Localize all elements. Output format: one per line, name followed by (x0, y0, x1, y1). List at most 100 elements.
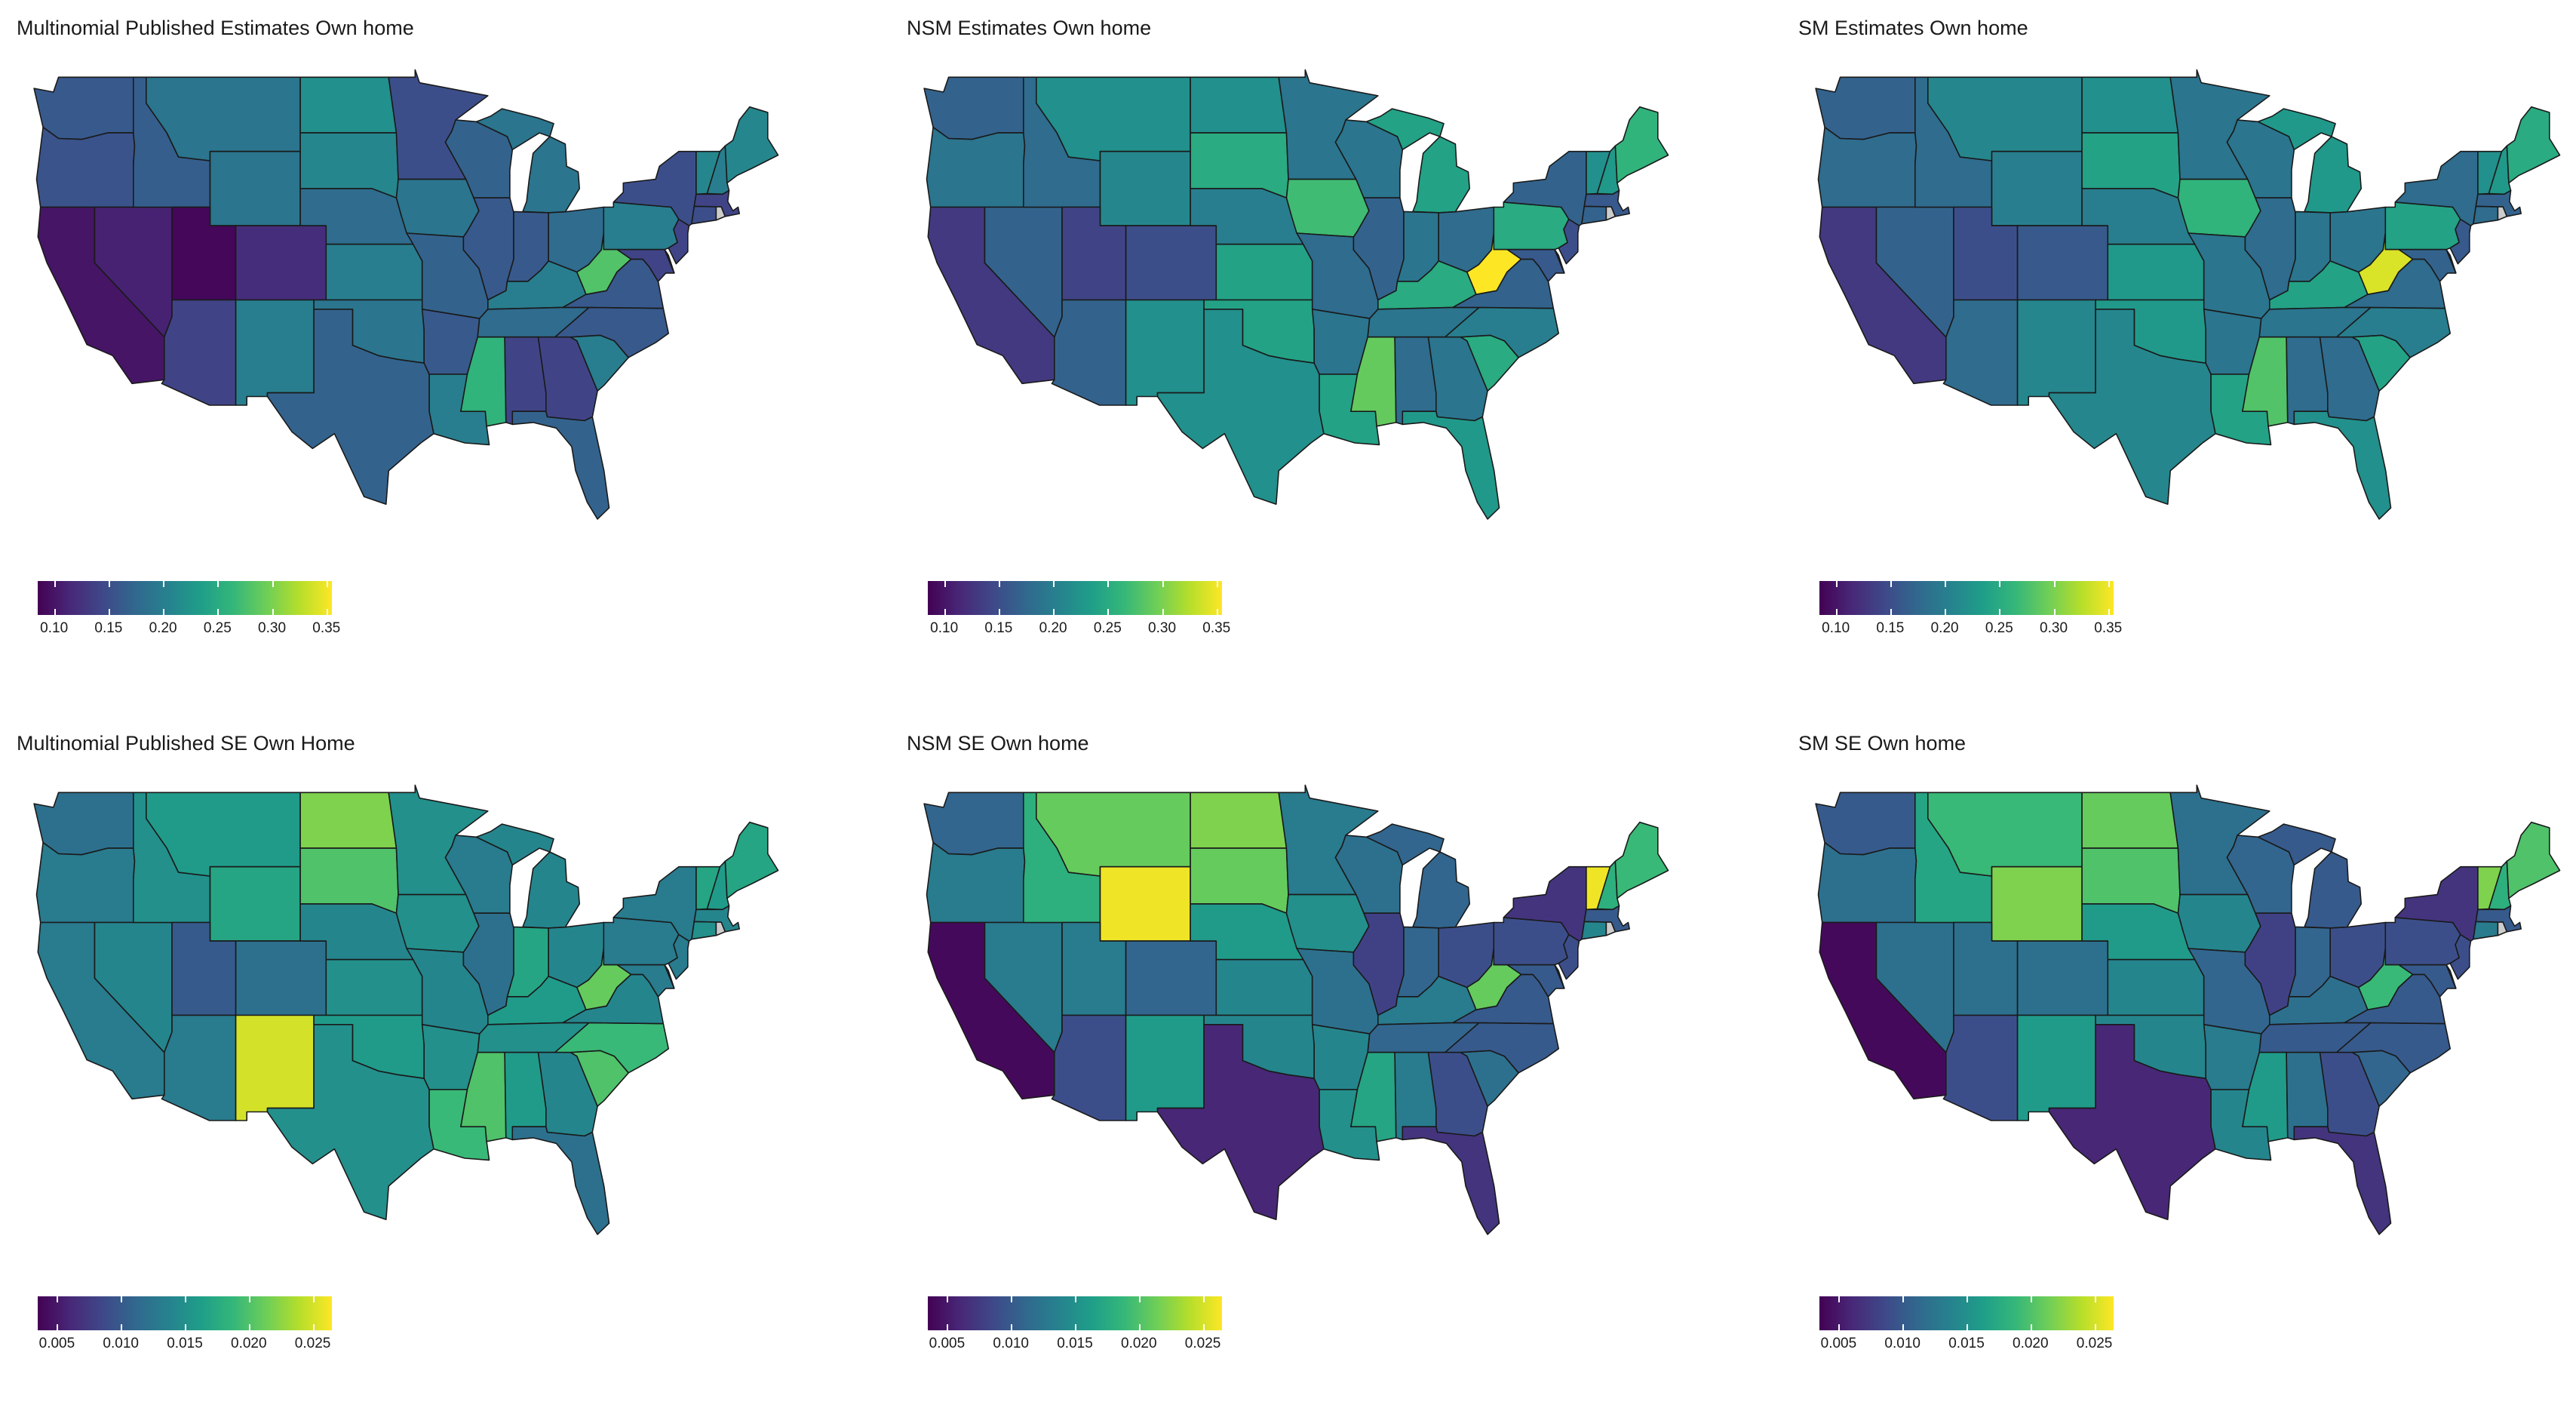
state-de (2446, 964, 2457, 989)
legend-tick-label: 0.25 (203, 620, 232, 636)
state-nm (235, 299, 315, 406)
panel-sm-estimates: SM Estimates Own home 0.10 0.15 0.20 0.25 0.… (1782, 0, 2576, 690)
state-co (235, 940, 327, 1016)
state-ks (2107, 243, 2205, 301)
state-ms (1350, 336, 1397, 427)
state-pa (1493, 201, 1570, 251)
panel-nsm-estimates: NSM Estimates Own home 0.10 0.15 0.20 0.25 0… (890, 0, 1749, 690)
state-ms (2242, 336, 2289, 427)
legend-tick-label: 0.025 (294, 1336, 331, 1351)
state-fl (1402, 1126, 1500, 1235)
color-legend: 0.10 0.15 0.20 0.25 0.30 0.35 (1819, 581, 2122, 641)
color-legend: 0.005 0.010 0.015 0.020 0.025 (1819, 1296, 2114, 1357)
state-ia (2177, 178, 2261, 238)
state-mi (1412, 851, 1471, 929)
state-wy (209, 865, 301, 942)
us-state-map (33, 69, 779, 520)
legend-tick (1890, 581, 1892, 615)
state-wy (1991, 150, 2083, 226)
legend-tick-label: 0.10 (930, 620, 959, 636)
state-mi (2304, 851, 2363, 929)
state-me (2506, 821, 2561, 899)
state-wa (33, 76, 134, 140)
legend-tick-label: 0.15 (1876, 620, 1905, 636)
state-mi (475, 108, 554, 151)
panel-nsm-se: NSM SE Own home 0.005 0.010 0.015 0.020 0.02… (890, 715, 1749, 1405)
state-ct (1581, 921, 1607, 940)
state-fl (1402, 410, 1500, 520)
legend-tick-label: 0.35 (312, 620, 341, 636)
legend-tick (1202, 1296, 1205, 1330)
state-fl (511, 1126, 610, 1235)
state-ks (1215, 243, 1313, 301)
state-nd (2081, 76, 2179, 134)
panel-title: NSM Estimates Own home (907, 17, 1152, 39)
legend-tick-label: 0.30 (1148, 620, 1177, 636)
state-co (235, 225, 327, 301)
state-tx (1156, 1023, 1325, 1221)
state-nm (2016, 1014, 2096, 1121)
legend-tick-label: 0.010 (993, 1336, 1029, 1351)
state-wy (1099, 865, 1191, 942)
state-de (664, 964, 675, 989)
legend-tick-label: 0.15 (984, 620, 1013, 636)
us-state-map (33, 784, 779, 1235)
legend-tick-label: 0.15 (94, 620, 123, 636)
legend-tick (272, 581, 274, 615)
legend-tick-label: 0.020 (231, 1336, 267, 1351)
legend-tick-label: 0.10 (1822, 620, 1850, 636)
legend-tick (1075, 1296, 1076, 1330)
state-ia (2177, 893, 2261, 953)
state-nm (235, 1014, 315, 1121)
color-legend: 0.005 0.010 0.015 0.020 0.025 (38, 1296, 332, 1357)
state-or (35, 126, 136, 208)
legend-tick-label: 0.25 (1093, 620, 1122, 636)
state-wy (1099, 150, 1191, 226)
state-wa (923, 792, 1024, 856)
state-pa (1493, 917, 1570, 966)
state-co (1125, 225, 1217, 301)
state-mi (522, 851, 581, 929)
state-fl (511, 410, 610, 520)
state-or (35, 841, 136, 924)
legend-tick (944, 581, 946, 615)
legend-tick-label: 0.015 (1948, 1336, 1985, 1351)
legend-tick (1835, 581, 1838, 615)
state-me (1614, 821, 1669, 899)
legend-tick-label: 0.20 (149, 620, 177, 636)
state-wa (1815, 792, 1916, 856)
state-mi (2304, 136, 2363, 214)
state-co (2016, 940, 2109, 1016)
state-nd (1190, 76, 1288, 134)
state-fl (2293, 1126, 2392, 1235)
panel-title: Multinomial Published Estimates Own home (17, 17, 414, 39)
state-ms (2242, 1051, 2289, 1142)
state-me (724, 821, 779, 899)
legend-tick (1162, 581, 1164, 615)
state-mi (1365, 823, 1445, 866)
legend-tick-label: 0.005 (38, 1336, 75, 1351)
us-state-map (1815, 784, 2561, 1235)
state-wa (1815, 76, 1916, 140)
legend-tick-label: 0.10 (40, 620, 69, 636)
state-tx (1156, 308, 1325, 506)
state-tx (266, 308, 434, 506)
state-az (1942, 1014, 2019, 1121)
legend-tick-label: 0.005 (1820, 1336, 1857, 1351)
state-mi (1412, 136, 1471, 214)
legend-tick-label: 0.015 (1057, 1336, 1093, 1351)
panel-title: Multinomial Published SE Own Home (17, 732, 355, 755)
legend-colorbar (1819, 581, 2114, 615)
state-nm (2016, 299, 2096, 406)
legend-tick (163, 581, 165, 615)
legend-tick (1999, 581, 2001, 615)
legend-tick-label: 0.30 (258, 620, 287, 636)
state-me (1614, 106, 1669, 184)
legend-tick (1107, 581, 1110, 615)
panel-title: SM SE Own home (1798, 732, 1967, 755)
state-tx (2048, 308, 2216, 506)
state-co (1125, 940, 1217, 1016)
state-tx (2048, 1023, 2216, 1221)
panel-title: SM Estimates Own home (1798, 17, 2028, 39)
state-az (1051, 299, 1127, 406)
